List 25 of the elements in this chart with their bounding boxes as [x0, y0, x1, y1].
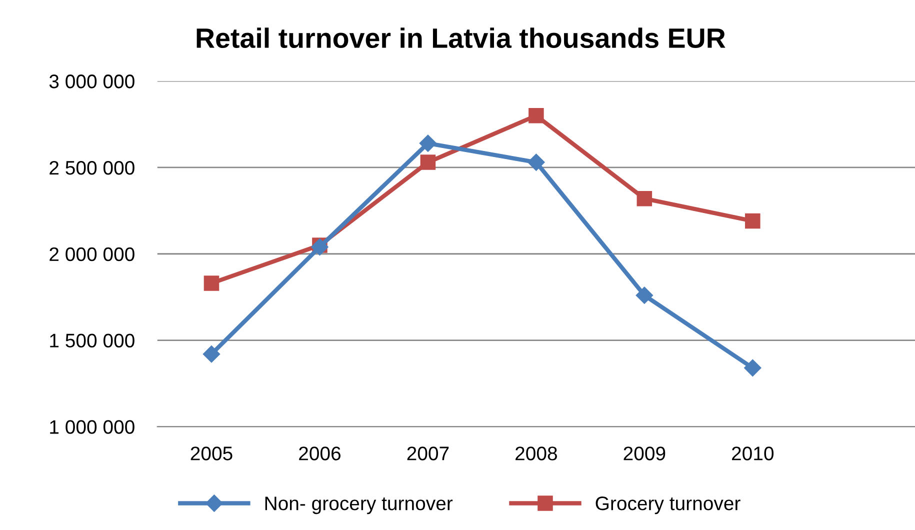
point	[528, 108, 544, 124]
point	[420, 154, 436, 170]
chart-title: Retail turnover in Latvia thousands EUR	[196, 28, 726, 48]
legend-label: Grocery turnover	[596, 496, 740, 514]
point	[745, 213, 760, 229]
point	[202, 346, 220, 363]
x-tick-label: 2009	[624, 446, 666, 460]
y-tick-label: 2 500 000	[50, 160, 134, 175]
x-tick-label: 2006	[299, 446, 341, 460]
point	[744, 359, 762, 376]
point	[636, 190, 652, 206]
y-tick-label: 1 500 000	[50, 334, 134, 348]
point	[419, 134, 437, 152]
x-tick-label: 2005	[190, 446, 232, 460]
x-tick-label: 2008	[516, 446, 557, 460]
point	[204, 276, 220, 291]
legend-label: Non- grocery turnover	[265, 496, 453, 514]
point	[528, 154, 545, 171]
y-tick-label: 2 000 000	[50, 247, 134, 262]
point	[636, 286, 653, 304]
y-tick-label: 1 000 000	[50, 420, 134, 434]
x-tick-label: 2007	[407, 446, 449, 460]
y-tick-label: 3 000 000	[49, 74, 134, 88]
point	[311, 238, 328, 256]
x-tick-label: 2010	[732, 446, 774, 460]
